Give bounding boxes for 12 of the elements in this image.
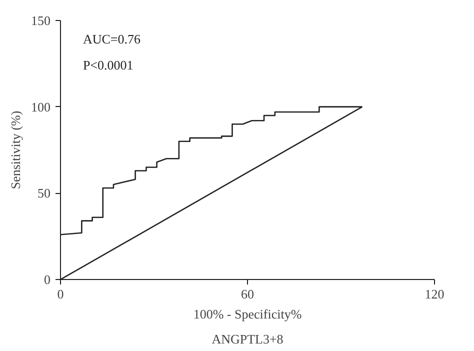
text: ANGPTL3+8 <box>212 332 284 346</box>
y-tick-label: 50 <box>38 186 50 201</box>
y-tick-label: 0 <box>44 272 50 287</box>
y-tick-label: 150 <box>31 13 50 28</box>
x-tick-label: 60 <box>241 286 254 302</box>
x-tick-label: 0 <box>57 286 64 302</box>
annotation: AUC=0.76 <box>82 31 141 46</box>
y-tick-label: 100 <box>31 99 50 114</box>
x-tick-label: 120 <box>424 286 444 302</box>
x-axis-title: 100% - Specificity% <box>193 306 302 322</box>
y-axis-title: Sensitivity (%) <box>8 110 23 190</box>
annotation: P<0.0001 <box>82 57 134 72</box>
